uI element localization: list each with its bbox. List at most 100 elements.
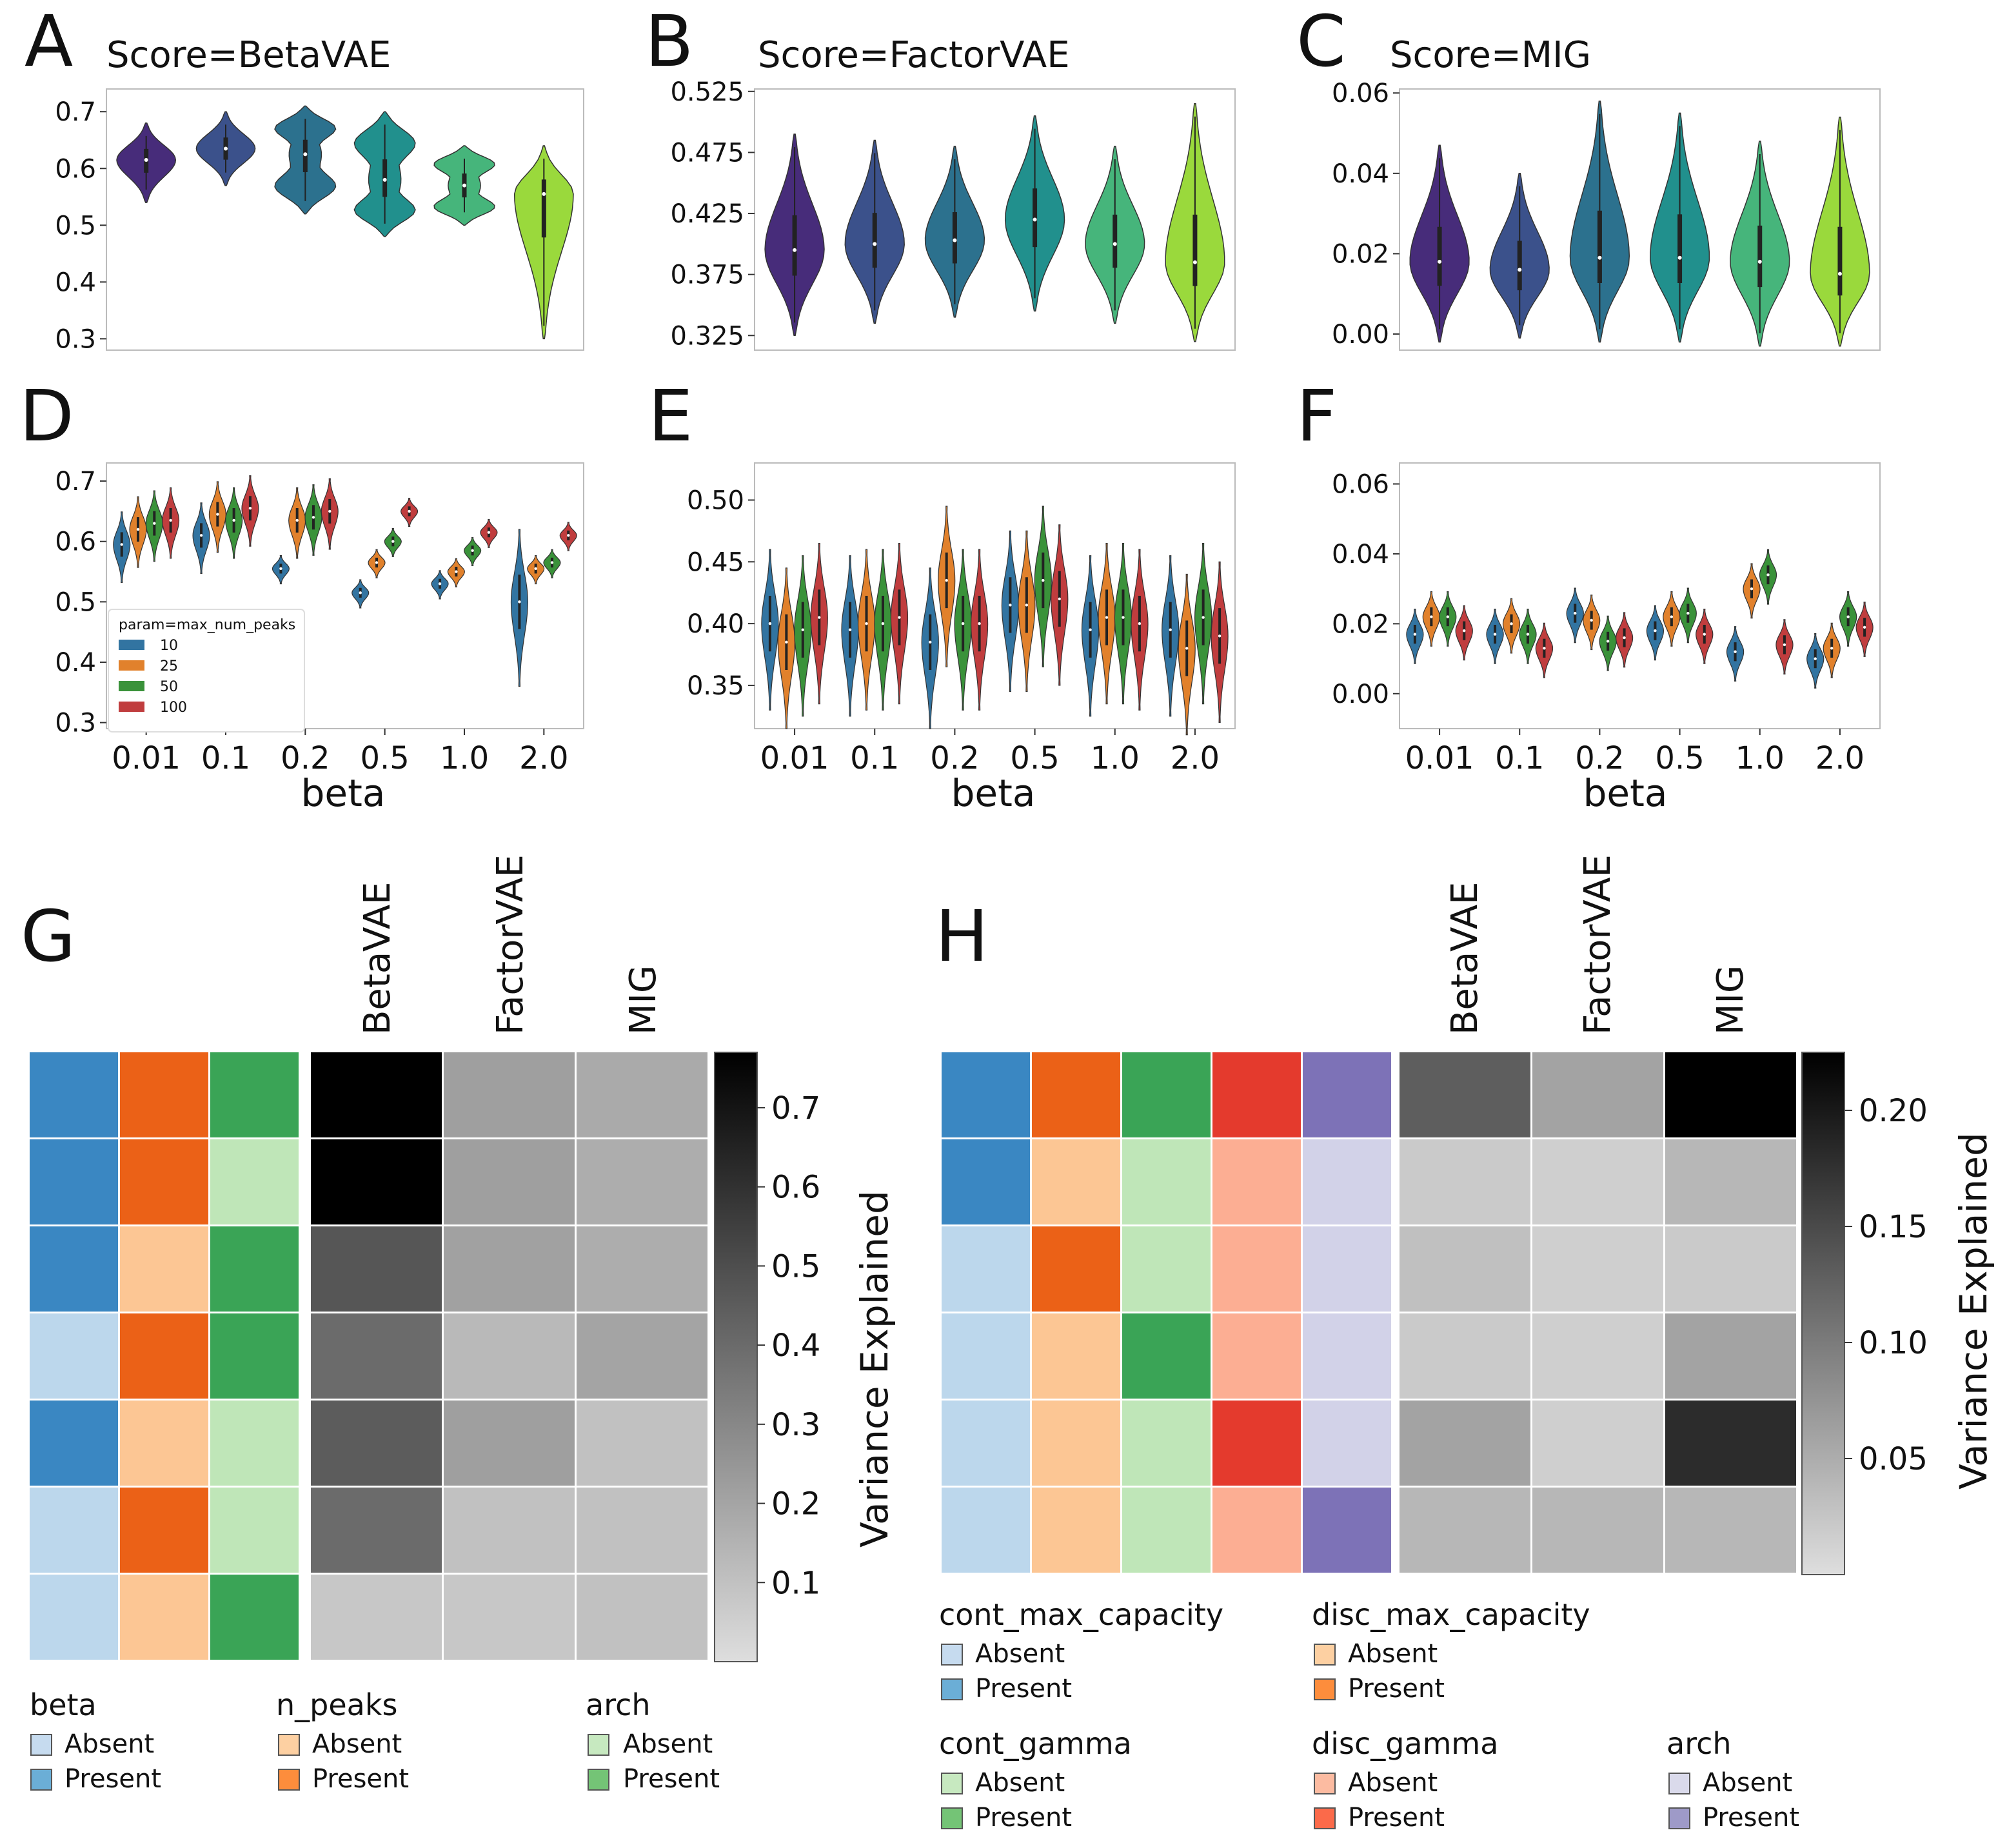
indicator-arch-row5 bbox=[210, 1488, 299, 1573]
colorbar-tick-label: 0.6 bbox=[771, 1170, 820, 1206]
indicator-beta-row5 bbox=[30, 1488, 118, 1573]
legend-disc-gamma-present: Present bbox=[1348, 1803, 1445, 1833]
indicator-cont_max_capacity-row1 bbox=[942, 1139, 1030, 1224]
violin-median bbox=[785, 640, 788, 644]
violin-median bbox=[1757, 259, 1762, 264]
violin-median bbox=[768, 622, 772, 625]
legend-cont-max-capacity-title: cont_max_capacity bbox=[939, 1597, 1223, 1632]
violin-median bbox=[1009, 604, 1012, 607]
violin-median bbox=[1446, 615, 1450, 618]
cell-FactorVAE-row1 bbox=[1532, 1139, 1663, 1224]
violin-median bbox=[1138, 622, 1142, 625]
cell-BetaVAE-row4 bbox=[1400, 1401, 1530, 1486]
y-tick-label: 0.375 bbox=[670, 260, 744, 290]
violin-median bbox=[169, 518, 172, 522]
violin-median bbox=[1438, 259, 1442, 264]
indicator-n_peaks-row5 bbox=[120, 1488, 208, 1573]
x-tick-label: 0.5 bbox=[360, 740, 409, 776]
legend-swatch-50 bbox=[119, 681, 144, 691]
violin-median bbox=[232, 518, 235, 522]
indicator-disc_max_capacity-row3 bbox=[1032, 1313, 1120, 1399]
panel-d-legend: param=max_num_peaks 10 25 50 100 bbox=[108, 609, 305, 732]
legend-beta-present: Present bbox=[64, 1764, 161, 1794]
violin-median bbox=[1413, 633, 1417, 636]
cell-FactorVAE-row4 bbox=[1532, 1401, 1663, 1486]
y-tick-label: 0.04 bbox=[1332, 159, 1389, 189]
violin-median bbox=[1623, 636, 1626, 640]
heatmap-h-col-factorvae: FactorVAE bbox=[1577, 854, 1619, 1035]
indicator-disc_gamma-row4 bbox=[1212, 1401, 1301, 1486]
violin-median bbox=[1766, 573, 1770, 576]
violin-median bbox=[1430, 615, 1433, 618]
violin-median bbox=[1543, 647, 1546, 650]
cell-BetaVAE-row2 bbox=[311, 1226, 442, 1312]
cell-MIG-row1 bbox=[577, 1139, 707, 1224]
y-tick-label: 0.4 bbox=[55, 268, 96, 297]
violin-median bbox=[1122, 616, 1125, 619]
cell-MIG-row4 bbox=[577, 1401, 707, 1486]
x-tick-label: 0.5 bbox=[1010, 740, 1059, 776]
violin-median bbox=[1606, 640, 1610, 643]
colorbar-tick-label: 0.20 bbox=[1859, 1093, 1928, 1129]
violin-median bbox=[793, 248, 797, 252]
legend-cont-gamma-title: cont_gamma bbox=[939, 1726, 1132, 1761]
x-tick-label: 1.0 bbox=[440, 740, 489, 776]
indicator-arch-row2 bbox=[1303, 1226, 1391, 1312]
indicator-n_peaks-row2 bbox=[120, 1226, 208, 1312]
violin-median bbox=[1814, 657, 1817, 660]
x-tick-label: 0.01 bbox=[1405, 740, 1474, 776]
indicator-arch-row1 bbox=[210, 1139, 299, 1224]
violin-median bbox=[873, 242, 877, 246]
violin-median bbox=[1846, 615, 1850, 618]
indicator-cont_max_capacity-row5 bbox=[942, 1488, 1030, 1573]
y-tick-label: 0.4 bbox=[55, 648, 96, 678]
violin-median bbox=[848, 628, 852, 631]
cell-BetaVAE-row6 bbox=[311, 1575, 442, 1660]
y-tick-label: 0.425 bbox=[670, 199, 744, 229]
indicator-arch-row4 bbox=[210, 1401, 299, 1486]
cell-BetaVAE-row2 bbox=[1400, 1226, 1530, 1312]
cell-MIG-row3 bbox=[1665, 1313, 1796, 1399]
panel-d-plot: 0.3 0.4 0.5 0.6 0.7 0.01 0.1 0.2 0.5 1.0 2.0 bbox=[55, 462, 584, 776]
y-tick-label: 0.5 bbox=[55, 587, 96, 617]
indicator-disc_max_capacity-row5 bbox=[1032, 1488, 1120, 1573]
violin-median bbox=[1518, 268, 1522, 272]
panel-f-plot: 0.00 0.02 0.04 0.06 0.01 0.1 0.2 0.5 1.0 2.0 bbox=[1332, 462, 1881, 776]
indicator-arch-row0 bbox=[1303, 1052, 1391, 1137]
indicator-cont_gamma-row5 bbox=[1122, 1488, 1211, 1573]
cell-MIG-row6 bbox=[577, 1575, 707, 1660]
indicator-disc_gamma-row2 bbox=[1212, 1226, 1301, 1312]
cell-BetaVAE-row1 bbox=[1400, 1139, 1530, 1224]
heatmap-h-col-betavae: BetaVAE bbox=[1444, 881, 1486, 1035]
violin-median bbox=[1863, 625, 1866, 629]
cell-FactorVAE-row4 bbox=[444, 1401, 575, 1486]
violin-median bbox=[279, 567, 282, 571]
x-tick-label: 0.2 bbox=[930, 740, 979, 776]
violin-median bbox=[801, 628, 805, 631]
indicator-beta-row1 bbox=[30, 1139, 118, 1224]
panel-letter-h: H bbox=[935, 895, 989, 978]
indicator-cont_max_capacity-row0 bbox=[942, 1052, 1030, 1137]
cell-FactorVAE-row6 bbox=[444, 1575, 575, 1660]
cell-FactorVAE-row1 bbox=[444, 1139, 575, 1224]
cell-MIG-row0 bbox=[1665, 1052, 1796, 1137]
cell-MIG-row2 bbox=[1665, 1226, 1796, 1312]
colorbar-h-label: Variance Explained bbox=[1952, 1132, 1995, 1489]
y-tick-label: 0.325 bbox=[670, 321, 744, 351]
legend-npeaks-present: Present bbox=[312, 1764, 409, 1794]
violin-median bbox=[953, 238, 957, 242]
panel-e-plot: 0.35 0.40 0.45 0.50 0.01 0.1 0.2 0.5 1.0 2.0 bbox=[687, 462, 1236, 776]
cell-FactorVAE-row5 bbox=[444, 1488, 575, 1573]
violin-median bbox=[471, 549, 474, 552]
cell-BetaVAE-row3 bbox=[311, 1313, 442, 1399]
legend-disc-gamma-title: disc_gamma bbox=[1312, 1726, 1498, 1761]
indicator-cont_gamma-row4 bbox=[1122, 1401, 1211, 1486]
heatmap-h: 0.05 0.10 0.15 0.20 bbox=[942, 1052, 1928, 1575]
legend-label-10: 10 bbox=[160, 638, 178, 654]
violin-median bbox=[1830, 647, 1834, 650]
legend-arch-g-title: arch bbox=[586, 1687, 651, 1722]
panel-letter-c: C bbox=[1296, 0, 1346, 83]
cell-FactorVAE-row2 bbox=[444, 1226, 575, 1312]
y-tick-label: 0.7 bbox=[55, 97, 96, 127]
violin-median bbox=[1169, 628, 1172, 631]
